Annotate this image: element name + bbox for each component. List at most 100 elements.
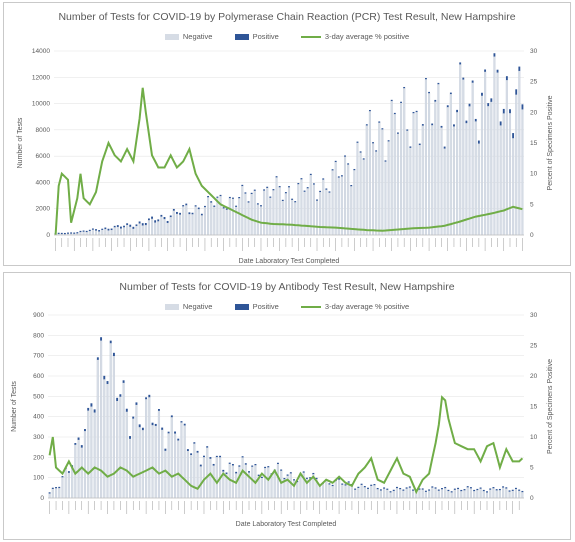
bar-positive bbox=[116, 397, 119, 401]
bar-negative bbox=[71, 466, 74, 499]
bar-negative bbox=[328, 192, 331, 236]
bar-positive bbox=[257, 474, 260, 476]
bar-positive bbox=[521, 104, 524, 110]
bar-negative bbox=[502, 113, 505, 236]
bar-positive bbox=[122, 380, 125, 383]
bar-negative bbox=[484, 71, 487, 236]
bar-positive bbox=[505, 76, 508, 81]
bar-positive bbox=[347, 481, 350, 483]
bar-negative bbox=[244, 193, 247, 236]
bar-positive bbox=[241, 184, 244, 187]
bar-negative bbox=[145, 399, 148, 499]
bar-negative bbox=[476, 490, 479, 499]
bar-negative bbox=[222, 208, 225, 236]
bar-negative bbox=[418, 489, 421, 499]
bar-negative bbox=[253, 190, 256, 236]
legend-label: 3-day average % positive bbox=[324, 31, 410, 41]
bar-negative bbox=[368, 111, 371, 236]
bar-positive bbox=[514, 487, 517, 490]
bar-negative bbox=[347, 164, 350, 236]
bar-positive bbox=[129, 224, 132, 227]
bar-positive bbox=[222, 469, 225, 472]
bar-negative bbox=[270, 474, 273, 499]
bar-negative bbox=[452, 126, 456, 236]
bar-negative bbox=[521, 492, 524, 499]
bar-negative bbox=[321, 483, 325, 499]
y-tick-label: 200 bbox=[33, 454, 44, 461]
y2-tick-label: 5 bbox=[530, 201, 534, 208]
bar-negative bbox=[79, 231, 82, 236]
bar-positive bbox=[481, 92, 483, 96]
bar-positive bbox=[387, 140, 390, 142]
bar-negative bbox=[403, 88, 406, 236]
bar-negative bbox=[275, 177, 278, 236]
bar-negative bbox=[138, 427, 141, 499]
bar-negative bbox=[492, 488, 495, 499]
bar-positive bbox=[148, 218, 150, 221]
bar-positive bbox=[185, 203, 188, 206]
bar-positive bbox=[145, 397, 148, 400]
bar-negative bbox=[132, 418, 135, 499]
bar-negative bbox=[147, 220, 150, 236]
bar-negative bbox=[421, 489, 424, 499]
bar-positive bbox=[450, 491, 453, 493]
bar-negative bbox=[518, 490, 521, 499]
bar-positive bbox=[484, 69, 487, 72]
bar-positive bbox=[98, 230, 101, 232]
bar-negative bbox=[269, 197, 272, 236]
bar-positive bbox=[286, 474, 289, 476]
bar-negative bbox=[166, 222, 169, 236]
bar-negative bbox=[173, 433, 177, 499]
bar-negative bbox=[197, 209, 200, 236]
bar-positive bbox=[344, 484, 347, 486]
bar-negative bbox=[482, 491, 485, 499]
bar-negative bbox=[331, 170, 334, 236]
bar-positive bbox=[515, 89, 518, 95]
bar-positive bbox=[119, 226, 122, 229]
bar-positive bbox=[424, 490, 427, 492]
bar-negative bbox=[280, 470, 283, 499]
bar-negative bbox=[83, 430, 87, 499]
bar-negative bbox=[170, 417, 173, 499]
bar-negative bbox=[381, 129, 384, 236]
bar-negative bbox=[508, 113, 512, 236]
bar-negative bbox=[48, 493, 51, 499]
bar-positive bbox=[465, 120, 468, 124]
bar-negative bbox=[260, 477, 263, 499]
bar-positive bbox=[463, 489, 466, 491]
bar-positive bbox=[266, 186, 269, 188]
y2-axis-title: Percent of Specimens Positive bbox=[547, 95, 554, 190]
bar-positive bbox=[241, 456, 244, 458]
bar-negative bbox=[209, 458, 212, 499]
bar-negative bbox=[399, 489, 402, 499]
bar-negative bbox=[116, 226, 119, 236]
bar-positive bbox=[428, 91, 430, 94]
bar-positive bbox=[141, 427, 144, 431]
bar-positive bbox=[347, 163, 350, 165]
bar-negative bbox=[473, 490, 476, 499]
bar-positive bbox=[505, 487, 508, 489]
legend-negative: Negative bbox=[164, 302, 212, 311]
bar-positive bbox=[197, 207, 200, 210]
bar-negative bbox=[125, 411, 128, 499]
bar-positive bbox=[328, 483, 331, 485]
bar-negative bbox=[392, 490, 395, 499]
bar-negative bbox=[91, 229, 94, 236]
bar-negative bbox=[190, 454, 193, 499]
bar-positive bbox=[248, 471, 250, 473]
bar-positive bbox=[219, 455, 222, 458]
bar-negative bbox=[163, 218, 166, 236]
bar-positive bbox=[434, 487, 437, 489]
bar-positive bbox=[297, 182, 300, 185]
bar-positive bbox=[518, 489, 521, 491]
bar-positive bbox=[166, 220, 169, 223]
bar-positive bbox=[379, 489, 382, 491]
bar-negative bbox=[210, 202, 213, 236]
bar-negative bbox=[241, 185, 244, 236]
bar-positive bbox=[160, 214, 163, 217]
bar-positive bbox=[378, 121, 381, 123]
bar-positive bbox=[486, 491, 488, 493]
y-tick-label: 2000 bbox=[36, 206, 51, 213]
y2-tick-label: 30 bbox=[530, 48, 538, 55]
bar-negative bbox=[297, 184, 300, 236]
